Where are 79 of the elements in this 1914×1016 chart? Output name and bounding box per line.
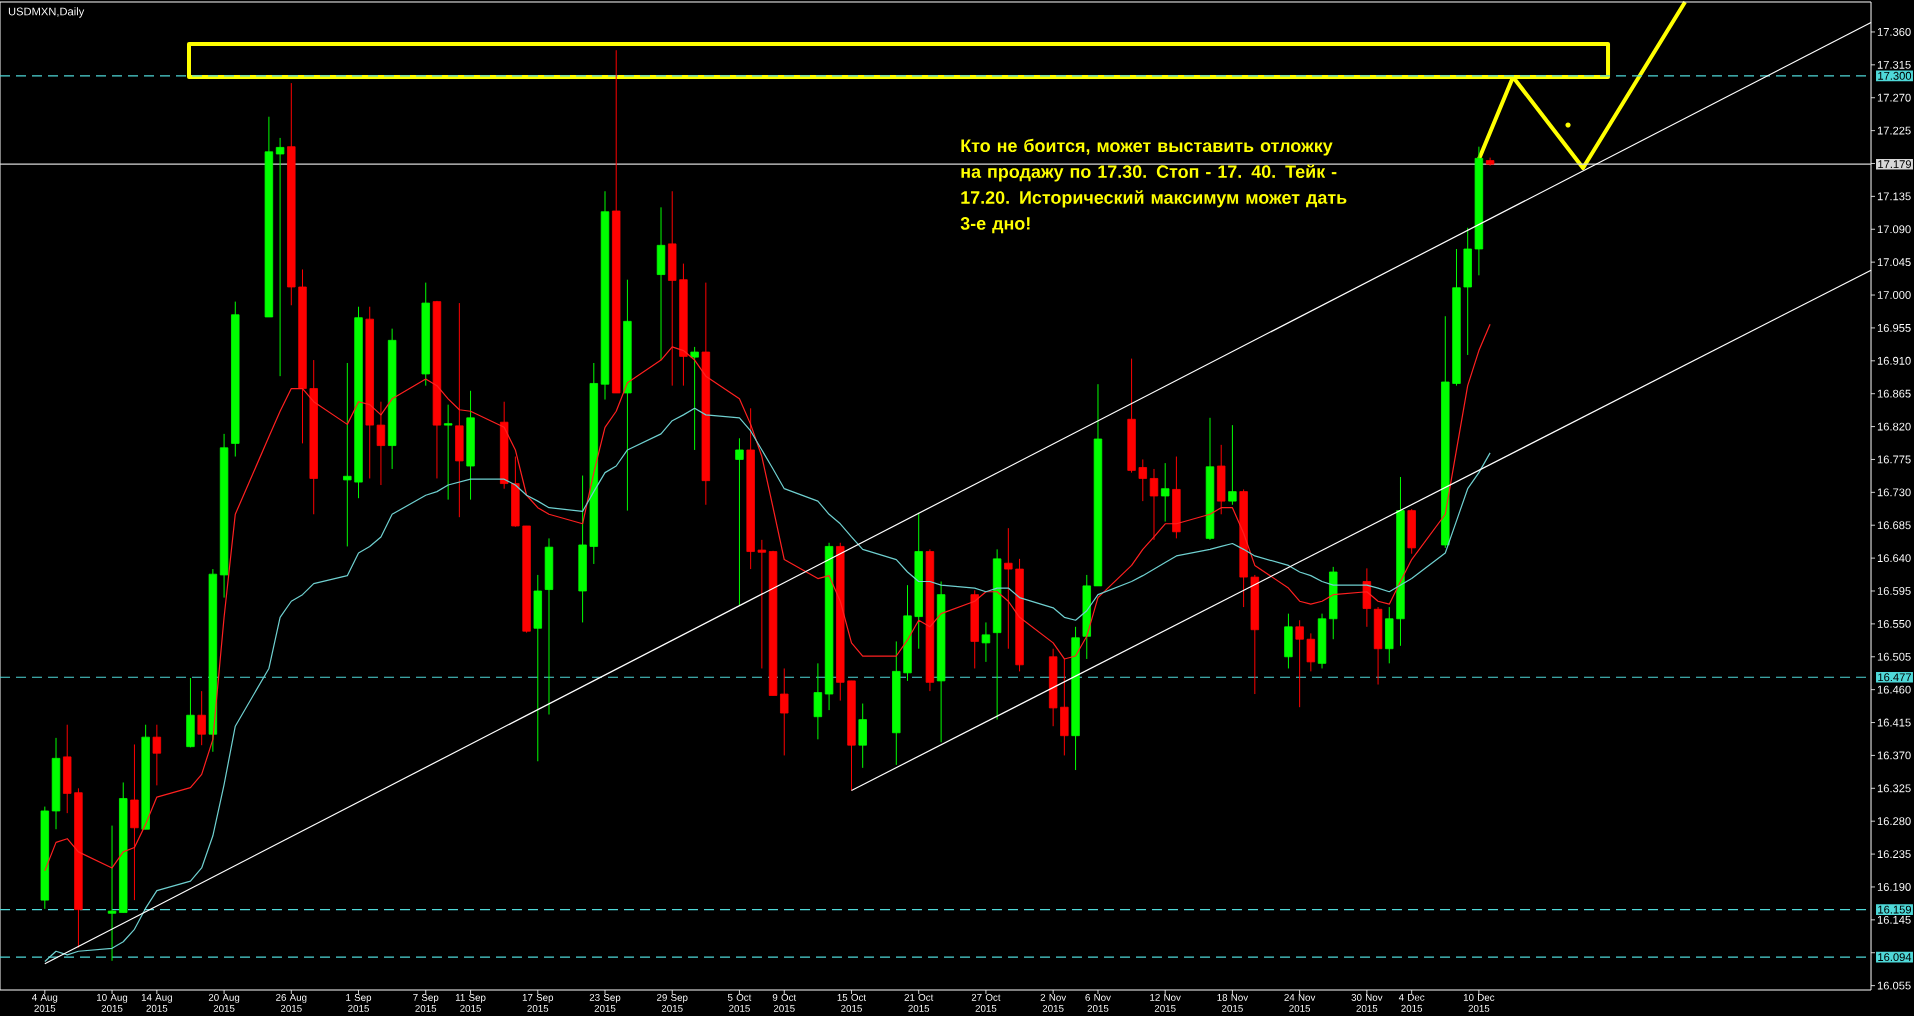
candlestick: [1149, 468, 1159, 541]
y-tick-label: 16.910: [1877, 356, 1911, 365]
candlestick: [376, 401, 386, 486]
x-tick-label: 20 Aug 2015: [208, 994, 240, 1012]
candlestick: [107, 825, 117, 962]
y-tick-label: 17.360: [1877, 28, 1911, 36]
candlestick: [1004, 527, 1013, 650]
candlestick: [735, 437, 744, 607]
x-tick-label: 12 Nov 2015: [1150, 994, 1181, 1012]
x-tick-label: 21 Oct 2015: [904, 994, 934, 1012]
candlestick: [1228, 424, 1237, 506]
candlestick: [1295, 619, 1304, 708]
x-tick-label: 15 Oct 2015: [837, 994, 867, 1012]
y-tick-label: 16.730: [1877, 488, 1911, 497]
candlestick: [1138, 458, 1147, 502]
candlestick: [443, 404, 453, 501]
ref-line-label: 16.094: [1878, 953, 1912, 962]
x-tick-label: 18 Nov 2015: [1217, 994, 1249, 1012]
y-tick-label: 16.550: [1877, 619, 1911, 628]
y-tick-label: 16.505: [1877, 652, 1911, 661]
candlestick: [780, 667, 789, 756]
candlestick: [690, 346, 699, 451]
y-tick-label: 16.055: [1877, 981, 1911, 990]
y-tick-label: 16.415: [1877, 718, 1911, 727]
y-tick-label: 17.135: [1877, 192, 1911, 201]
x-tick-label: 30 Nov 2015: [1351, 994, 1383, 1012]
x-tick-label: 4 Aug 2015: [32, 994, 58, 1012]
y-tick-label: 17.000: [1877, 291, 1911, 299]
y-tick-label: 16.460: [1877, 685, 1911, 694]
x-tick-label: 7 Sep 2015: [413, 994, 439, 1012]
candlestick: [981, 621, 991, 663]
y-tick-label: 16.370: [1877, 751, 1911, 760]
x-tick-label: 17 Sep 2015: [522, 994, 554, 1012]
candlestick: [1160, 462, 1170, 523]
y-tick-label: 16.955: [1877, 323, 1911, 332]
chart-title: USDMXN,Daily: [8, 7, 85, 18]
x-tick-label: 10 Aug 2015: [97, 994, 128, 1012]
ref-line-label: 16.477: [1878, 673, 1911, 682]
x-tick-label: 9 Oct 2015: [772, 994, 797, 1012]
ref-line-label: 16.159: [1878, 905, 1912, 914]
x-tick-label: 2 Nov 2015: [1040, 994, 1067, 1012]
x-tick-label: 4 Dec 2015: [1398, 994, 1425, 1012]
x-tick-label: 29 Sep 2015: [656, 994, 688, 1012]
candlestick: [1306, 632, 1316, 672]
ref-line-label: 17.300: [1878, 71, 1912, 80]
line-series: [44, 323, 1491, 872]
y-tick-label: 16.685: [1877, 521, 1911, 530]
y-tick-label: 16.280: [1877, 817, 1911, 826]
x-tick-label: 10 Dec 2015: [1463, 994, 1495, 1012]
y-tick-label: 16.640: [1877, 554, 1911, 563]
y-tick-label: 16.145: [1877, 915, 1911, 924]
y-tick-label: 17.225: [1877, 126, 1911, 135]
x-tick-label: 24 Nov 2015: [1284, 994, 1316, 1012]
y-tick-label: 17.045: [1877, 258, 1911, 267]
ref-line-label: 17.179: [1878, 160, 1912, 169]
x-tick-label: 27 Oct 2015: [971, 994, 1001, 1012]
candlestick: [275, 137, 285, 377]
y-tick-label: 16.235: [1877, 850, 1911, 859]
x-tick-label: 26 Aug 2015: [276, 994, 307, 1012]
y-tick-label: 17.270: [1877, 93, 1911, 102]
y-tick-label: 16.190: [1877, 883, 1911, 891]
x-tick-label: 23 Sep 2015: [589, 994, 621, 1012]
x-tick-label: 5 Oct 2015: [727, 994, 752, 1012]
y-tick-label: 17.315: [1877, 60, 1911, 69]
y-tick-label: 17.090: [1877, 225, 1911, 234]
y-tick-label: 16.820: [1877, 422, 1911, 431]
x-tick-label: 1 Sep 2015: [346, 994, 372, 1012]
annotation: Кто не боится, может выставить отложку на продажу по 17.30. Стоп - 17. 40. Тейк - 17.20. Исторический максимум может дать 3-е дно!: [960, 138, 1347, 234]
x-tick-label: 6 Nov 2015: [1085, 994, 1111, 1012]
y-tick-label: 16.325: [1877, 784, 1911, 793]
candlestick: [152, 724, 162, 786]
x-tick-label: 11 Sep 2015: [455, 994, 486, 1012]
candlestick: [757, 539, 767, 669]
candlestick: [197, 690, 206, 746]
candlestick: [343, 362, 352, 547]
y-tick-label: 16.775: [1877, 455, 1911, 464]
y-tick-label: 16.595: [1877, 587, 1911, 595]
x-tick-label: 14 Aug 2015: [141, 994, 172, 1012]
y-tick-label: 16.865: [1877, 389, 1911, 398]
